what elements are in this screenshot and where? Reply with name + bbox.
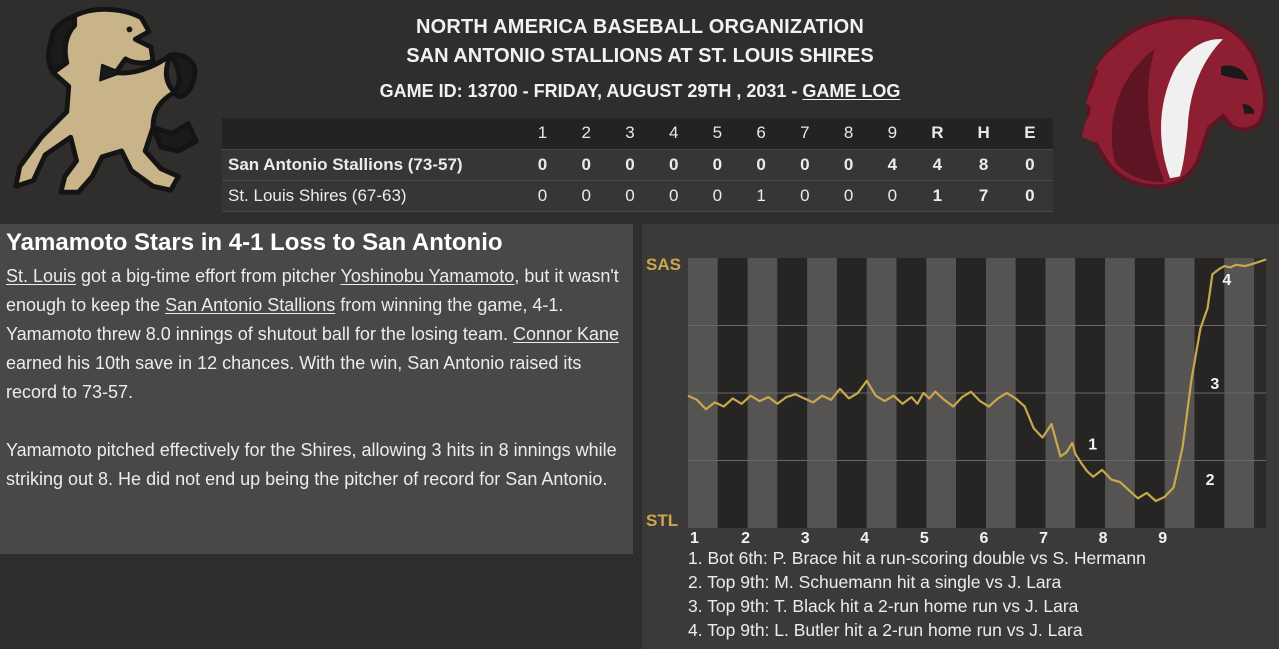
recap-text: got a big-time effort from pitcher [76,266,341,286]
recap-paragraph-2: Yamamoto pitched effectively for the Shi… [6,440,617,489]
inning-score: 0 [756,154,766,174]
game-log-link[interactable]: GAME LOG [802,81,901,101]
x-tick-label: 9 [1158,530,1167,546]
bottom-team-label: STL [646,511,678,530]
box-score-header-row: 1 2 3 4 5 6 7 8 9 R H E [222,118,1053,149]
matchup-title: SAN ANTONIO STALLIONS AT ST. LOUIS SHIRE… [406,45,874,67]
runs-total: 4 [932,154,943,174]
inning-score: 0 [537,185,548,205]
inning-score: 0 [712,185,723,205]
x-tick-label: 1 [690,530,699,546]
inning-score: 0 [800,154,810,174]
team-name[interactable]: St. Louis Shires (67-63) [228,185,407,205]
scoring-play-marker: 1 [1088,437,1097,454]
inning-score: 4 [887,154,898,174]
team-link-san-antonio[interactable]: San Antonio Stallions [165,295,336,315]
x-tick-label: 4 [860,530,869,546]
runs-total: 1 [932,185,943,205]
player-link-kane[interactable]: Connor Kane [512,324,620,344]
inning-header: 7 [800,123,810,143]
recap-headline: Yamamoto Stars in 4-1 Loss to San Antoni… [6,229,503,256]
inning-score: 0 [625,154,635,174]
recap-text: from winning the game, 4-1. Yamamoto thr… [6,295,564,344]
inning-score: 0 [581,154,591,174]
x-tick-label: 5 [920,530,929,546]
x-tick-label: 6 [979,530,988,546]
errors-total: 0 [1025,185,1035,205]
hits-header: H [977,123,990,143]
x-tick-label: 3 [801,530,810,546]
away-team-row: San Antonio Stallions (73-57) 0 0 0 0 0 … [222,149,1053,180]
top-team-label: SAS [646,255,681,274]
horse-head-icon [1082,15,1267,189]
home-team-row: St. Louis Shires (67-63) 0 0 0 0 0 1 0 0… [222,180,1053,211]
inning-header: 2 [581,123,591,143]
team-name[interactable]: San Antonio Stallions (73-57) [228,154,463,174]
scoring-note: 2. Top 9th: M. Schuemann hit a single vs… [688,572,1062,592]
game-info-text: GAME ID: 13700 - FRIDAY, AUGUST 29TH , 2… [379,81,803,101]
hits-total: 8 [978,154,989,174]
inning-header: 5 [712,123,723,143]
scoring-play-marker: 2 [1206,472,1215,489]
game-info: GAME ID: 13700 - FRIDAY, AUGUST 29TH , 2… [230,81,1050,102]
inning-header: 3 [625,123,635,143]
x-tick-label: 8 [1099,530,1108,546]
inning-score: 0 [712,154,723,174]
inning-score: 0 [843,185,854,205]
inning-score: 0 [537,154,548,174]
runs-header: R [931,123,944,143]
scoring-play-marker: 3 [1210,376,1219,393]
scoring-play-marker: 4 [1222,272,1231,289]
errors-total: 0 [1025,154,1035,174]
inning-header: 1 [537,123,548,143]
game-recap-panel: Yamamoto Stars in 4-1 Loss to San Antoni… [0,224,633,554]
x-tick-label: 7 [1039,530,1048,546]
x-tick-label: 2 [741,530,750,546]
win-probability-line [687,258,1267,503]
win-probability-panel: SAS STL 1 2 3 4 5 6 7 8 9 1 2 3 4 1. Bot 6th: P. Brace… [642,224,1279,649]
win-probability-chart: SAS STL 1 2 3 4 5 6 7 8 9 1 2 3 4 [646,255,1267,546]
organization-title: NORTH AMERICA BASEBALL ORGANIZATION [415,16,865,38]
team-link-st-louis[interactable]: St. Louis [6,266,77,286]
inning-score: 0 [668,154,679,174]
scoring-note: 4. Top 9th: L. Butler hit a 2-run home r… [688,620,1083,640]
inning-header: 8 [843,123,854,143]
recap-text: , but it wasn't enough to keep the [6,266,619,315]
inning-header: 9 [887,123,898,143]
recap-text: earned his 10th save in 12 chances. With… [6,353,582,402]
scoring-note: 3. Top 9th: T. Black hit a 2-run home ru… [688,596,1079,616]
inning-score: 0 [843,154,854,174]
inning-header: 4 [668,123,679,143]
scoring-notes: 1. Bot 6th: P. Brace hit a run-scoring d… [688,546,1146,642]
team-column-header [222,118,521,149]
box-score-table: 1 2 3 4 5 6 7 8 9 R H E San Antonio Stal… [222,118,1053,212]
hits-total: 7 [978,185,989,205]
player-link-yamamoto[interactable]: Yoshinobu Yamamoto [340,266,515,286]
inning-score: 0 [625,185,635,205]
inning-header: 6 [756,123,766,143]
inning-score: 1 [756,185,766,205]
scoring-note: 1. Bot 6th: P. Brace hit a run-scoring d… [688,548,1146,568]
errors-header: E [1024,123,1036,143]
inning-score: 0 [668,185,679,205]
inning-score: 0 [887,185,898,205]
inning-score: 0 [581,185,591,205]
inning-score: 0 [800,185,810,205]
recap-paragraph-1: St. Louis got a big-time effort from pit… [6,262,627,407]
stallion-rearing-horse-icon [13,6,199,195]
